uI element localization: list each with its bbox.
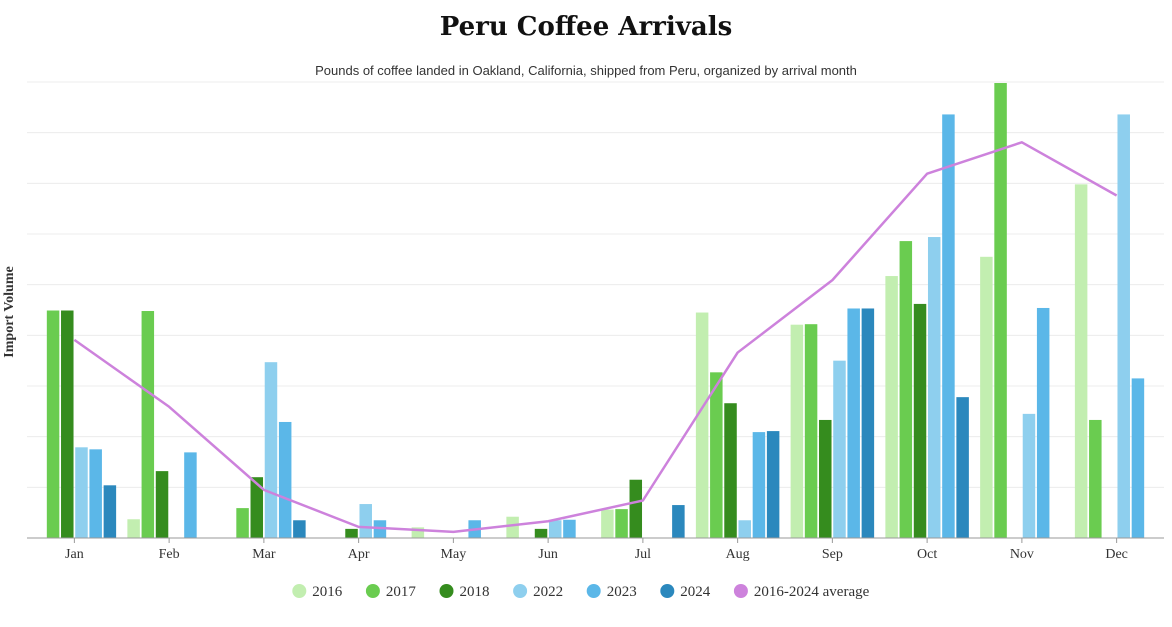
bar-2023-oct[interactable]	[942, 114, 955, 538]
x-tick-label: Dec	[1105, 547, 1128, 562]
bar-2024-jan[interactable]	[103, 485, 117, 538]
bar-2016-sep[interactable]	[790, 324, 804, 538]
bar-2024-aug[interactable]	[766, 431, 780, 538]
legend: 2016 2017 2018 2022 2023 2024 2016-2024 averag…	[292, 584, 870, 600]
bar-2017-sep[interactable]	[804, 324, 818, 538]
x-tick-label: Mar	[252, 547, 276, 562]
legend-label: 2022	[533, 584, 563, 600]
average-line[interactable]	[73, 141, 1118, 534]
legend-label: 2016	[312, 584, 343, 600]
bar-2022-dec[interactable]	[1117, 114, 1130, 538]
bar-2018-mar[interactable]	[250, 477, 264, 538]
bars	[46, 83, 1145, 539]
bar-2016-oct[interactable]	[885, 276, 898, 538]
bar-2017-jul[interactable]	[615, 509, 628, 538]
bar-2017-mar[interactable]	[236, 508, 249, 538]
bar-2022-aug[interactable]	[738, 520, 751, 538]
x-tick-label: Jun	[538, 547, 557, 562]
bar-2024-jul[interactable]	[672, 505, 685, 538]
legend-swatch	[513, 584, 528, 598]
y-axis-label: Import Volume	[2, 266, 17, 357]
bar-2017-oct[interactable]	[899, 241, 913, 539]
legend-item-2016-2024 average[interactable]: 2016-2024 average	[733, 584, 870, 600]
bar-2016-dec[interactable]	[1074, 184, 1088, 538]
bar-2023-dec[interactable]	[1131, 378, 1145, 538]
bar-2017-dec[interactable]	[1089, 419, 1102, 538]
bar-2023-sep[interactable]	[847, 308, 860, 538]
legend-swatch	[365, 584, 380, 598]
legend-item-2023[interactable]: 2023	[586, 584, 637, 600]
legend-swatch	[586, 584, 601, 598]
bar-2017-jan[interactable]	[46, 310, 60, 538]
bar-2018-feb[interactable]	[155, 471, 169, 538]
legend-label: 2023	[607, 584, 637, 600]
legend-swatch	[292, 584, 307, 598]
legend-item-2016[interactable]: 2016	[292, 584, 343, 600]
x-tick-label: Jan	[65, 547, 84, 562]
bar-2024-sep[interactable]	[861, 308, 875, 538]
average-line-group	[73, 141, 1118, 534]
legend-label: 2016-2024 average	[754, 584, 870, 600]
bar-2024-oct[interactable]	[956, 397, 969, 538]
bar-2016-nov[interactable]	[980, 256, 993, 538]
x-axis-ticks: Jan Feb Mar Apr May Jun Jul Aug Sep Oct Nov Dec	[65, 538, 1128, 562]
bar-2022-mar[interactable]	[264, 362, 278, 538]
legend-label: 2018	[460, 584, 490, 600]
bar-2022-jan[interactable]	[75, 447, 88, 538]
chart-title: Peru Coffee Arrivals	[440, 12, 732, 42]
bar-2018-jul[interactable]	[629, 479, 643, 538]
legend-swatch	[660, 584, 675, 598]
legend-label: 2024	[680, 584, 711, 600]
x-tick-label: May	[441, 547, 467, 562]
x-tick-label: Jul	[635, 547, 651, 562]
bar-2016-aug[interactable]	[695, 312, 709, 538]
bar-2022-jun[interactable]	[548, 520, 562, 538]
bar-2017-nov[interactable]	[994, 83, 1007, 538]
bar-2018-oct[interactable]	[913, 303, 927, 538]
bar-2016-jul[interactable]	[601, 509, 614, 538]
legend-swatch	[439, 584, 454, 598]
bar-2018-jan[interactable]	[61, 310, 74, 538]
bar-2023-jun[interactable]	[563, 519, 576, 538]
bar-2023-aug[interactable]	[752, 432, 766, 538]
bar-2018-aug[interactable]	[724, 403, 737, 538]
bar-2022-sep[interactable]	[833, 360, 846, 538]
legend-item-2022[interactable]: 2022	[513, 584, 563, 600]
legend-item-2017[interactable]: 2017	[365, 584, 417, 600]
bar-2018-jun[interactable]	[534, 528, 548, 538]
legend-item-2024[interactable]: 2024	[660, 584, 711, 600]
x-tick-label: Oct	[917, 547, 937, 562]
bar-2023-nov[interactable]	[1036, 307, 1050, 538]
bar-2023-mar[interactable]	[278, 421, 292, 538]
x-tick-label: Feb	[159, 547, 180, 562]
bar-2022-apr[interactable]	[359, 504, 372, 538]
bar-2016-may[interactable]	[411, 527, 425, 538]
bar-2024-mar[interactable]	[293, 520, 306, 538]
x-tick-label: Aug	[726, 547, 750, 562]
bar-2018-apr[interactable]	[345, 528, 358, 538]
legend-item-2018[interactable]: 2018	[439, 584, 490, 600]
legend-swatch	[733, 584, 748, 598]
x-tick-label: Nov	[1010, 547, 1034, 562]
bar-2017-feb[interactable]	[141, 311, 155, 538]
x-tick-label: Apr	[348, 547, 370, 562]
bar-2022-oct[interactable]	[927, 237, 941, 539]
gridlines	[27, 81, 1164, 488]
legend-label: 2017	[386, 584, 417, 600]
bar-2023-jan[interactable]	[89, 449, 102, 538]
x-tick-label: Sep	[822, 547, 843, 562]
chart-subtitle: Pounds of coffee landed in Oakland, Cali…	[315, 63, 857, 78]
bar-2017-aug[interactable]	[710, 372, 723, 538]
bar-2022-nov[interactable]	[1022, 413, 1036, 538]
bar-2016-jun[interactable]	[506, 516, 519, 538]
bar-2023-feb[interactable]	[184, 452, 197, 538]
bar-2016-feb[interactable]	[127, 519, 140, 538]
bar-2018-sep[interactable]	[819, 419, 832, 538]
